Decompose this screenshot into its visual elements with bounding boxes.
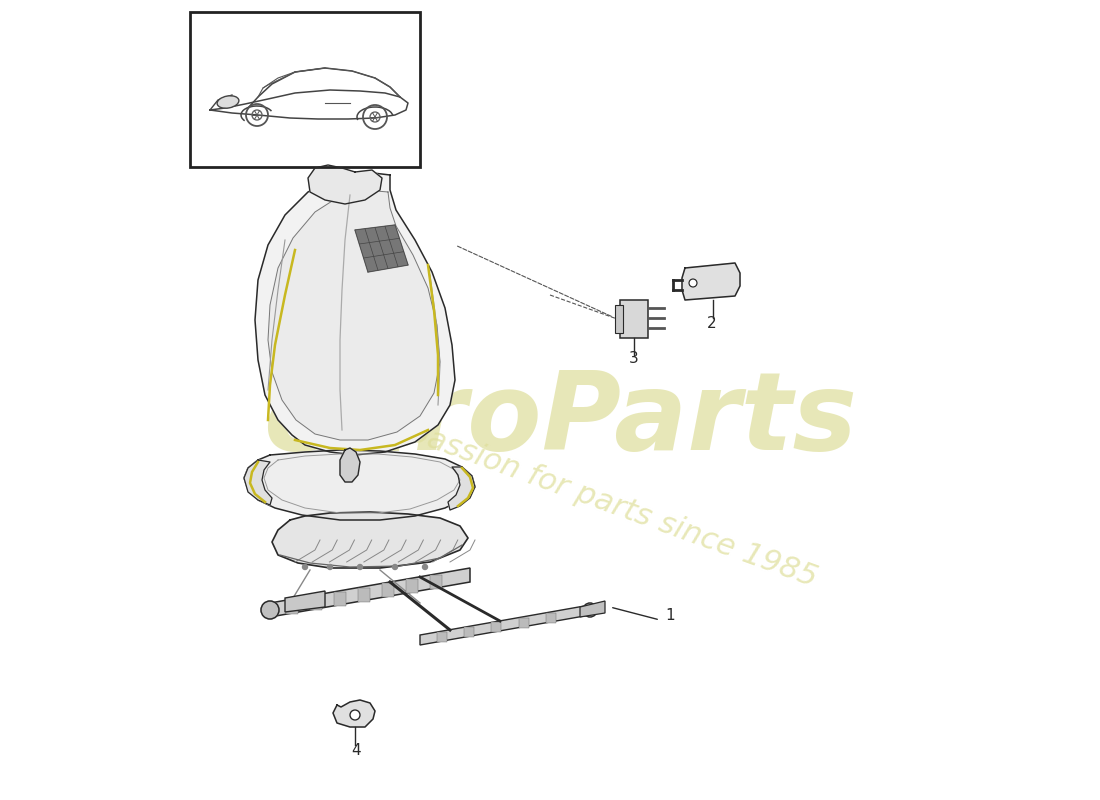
Bar [620, 300, 648, 338]
Circle shape [358, 565, 363, 570]
Circle shape [328, 565, 332, 570]
Circle shape [393, 565, 397, 570]
Bar [382, 583, 394, 598]
Circle shape [350, 710, 360, 720]
Circle shape [583, 603, 597, 617]
Text: 1: 1 [666, 608, 674, 623]
Circle shape [422, 565, 428, 570]
Polygon shape [268, 190, 440, 440]
Bar [286, 600, 298, 614]
Polygon shape [448, 467, 475, 510]
Polygon shape [244, 460, 272, 505]
Text: 4: 4 [351, 743, 361, 758]
Bar [334, 592, 346, 606]
Bar [190, 12, 420, 167]
Ellipse shape [217, 96, 239, 108]
Text: a passion for parts since 1985: a passion for parts since 1985 [378, 407, 822, 593]
Polygon shape [308, 165, 382, 204]
Bar [518, 618, 529, 627]
Polygon shape [580, 601, 605, 617]
Polygon shape [244, 450, 475, 520]
Text: 3: 3 [629, 351, 639, 366]
Polygon shape [285, 591, 324, 612]
Polygon shape [272, 512, 468, 568]
Polygon shape [355, 225, 408, 272]
Bar [406, 579, 418, 594]
Bar [437, 632, 447, 642]
Bar [464, 627, 474, 637]
Polygon shape [682, 263, 740, 300]
Bar [358, 587, 370, 602]
Circle shape [302, 565, 308, 570]
Circle shape [261, 601, 279, 619]
Polygon shape [340, 448, 360, 482]
Polygon shape [420, 605, 590, 645]
Bar [492, 622, 502, 632]
Bar [430, 575, 442, 589]
Text: 2: 2 [707, 316, 716, 331]
Polygon shape [270, 568, 470, 617]
Bar [615, 305, 623, 333]
Polygon shape [255, 172, 455, 455]
Bar [546, 613, 556, 622]
Circle shape [689, 279, 697, 287]
Polygon shape [333, 700, 375, 727]
Text: euroParts: euroParts [263, 367, 857, 473]
Bar [310, 596, 322, 610]
